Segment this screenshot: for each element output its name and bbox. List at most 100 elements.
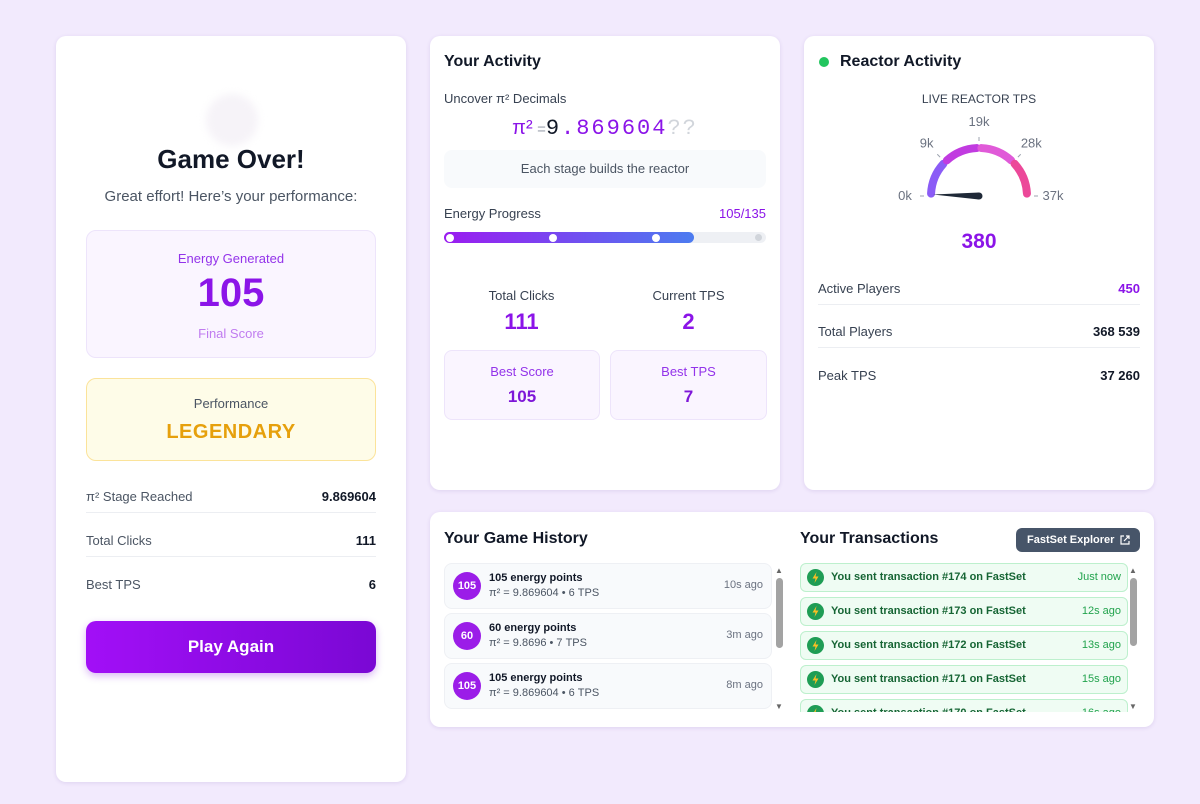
activity-card: Your Activity Uncover π² Decimals π² =9.…	[430, 36, 780, 490]
live-dot	[819, 57, 829, 67]
game-over-card: Game Over! Great effort! Here’s your per…	[56, 36, 406, 782]
gauge-tick-label: 28k	[1021, 136, 1042, 151]
transaction-item: You sent transaction #171 on FastSet 15s …	[800, 665, 1128, 694]
row-label: Active Players	[818, 281, 901, 296]
best-label: Best Score	[490, 364, 554, 379]
progress-value: 105/135	[719, 206, 766, 221]
bolt-path	[812, 640, 819, 651]
bolt	[812, 606, 819, 617]
energy-value: 105	[197, 271, 265, 315]
item-title: 105 energy points	[489, 572, 583, 584]
transaction-list: You sent transaction #174 on FastSet Just…	[800, 563, 1128, 712]
transaction-time: 12s ago	[1081, 605, 1121, 617]
transaction-text: You sent transaction #172 on FastSet	[831, 639, 1026, 651]
scroll-up: ▲	[1129, 566, 1137, 575]
scroll-thumb	[1130, 578, 1137, 646]
stat-value: 111	[355, 533, 376, 548]
performance-box: Performance LEGENDARY	[86, 378, 376, 461]
best-box: Best TPS 7	[610, 350, 767, 420]
bolt-path	[812, 674, 819, 685]
row-label: Peak TPS	[818, 368, 877, 383]
title: Game Over!	[157, 144, 305, 174]
stat-value: 2	[682, 309, 695, 334]
bolt	[814, 708, 817, 712]
stat-value: 9.869604	[321, 489, 376, 504]
gauge-needle	[933, 192, 980, 200]
play-again-button[interactable]: Play Again	[86, 621, 376, 673]
row-value: 368 539	[1093, 324, 1140, 339]
transaction-item: You sent transaction #172 on FastSet 13s …	[800, 631, 1128, 660]
best-box: Best Score 105	[444, 350, 600, 420]
row-label: Total Players	[818, 324, 893, 339]
gauge-tick	[936, 153, 941, 158]
card-title: Your Game History	[444, 530, 588, 547]
explorer-button[interactable]: FastSet Explorer	[1016, 528, 1140, 552]
gauge-tick	[1017, 153, 1022, 158]
card-title: Reactor Activity	[840, 53, 962, 70]
bolt-path	[812, 572, 819, 583]
score-badge: 105	[453, 672, 481, 700]
gauge-label: LIVE REACTOR TPS	[921, 92, 1037, 106]
gauge-arc	[927, 159, 948, 198]
stat-label: Current TPS	[652, 288, 725, 303]
energy-box: Energy Generated 105 Final Score	[86, 230, 376, 358]
external-icon	[1120, 535, 1130, 545]
stat-label: π² Stage Reached	[86, 489, 193, 504]
energy-label: Energy Generated	[177, 251, 285, 266]
history-card: Your Game History 105 105 energy points π²…	[430, 512, 1154, 727]
separator	[818, 347, 1140, 348]
pi-symbol: π²	[512, 117, 533, 139]
progress-track	[444, 232, 766, 243]
gauge-tick-label: 19k	[969, 114, 990, 129]
history-item: 105 105 energy points π² = 9.869604 • 6 TP…	[444, 563, 772, 609]
item-detail: π² = 9.8696 • 7 TPS	[489, 637, 587, 649]
reactor-card: Reactor Activity LIVE REACTOR TPS 0k 9k 19…	[804, 36, 1154, 490]
best-value: 7	[683, 387, 694, 406]
gauge-tick-label: 37k	[1043, 188, 1064, 203]
banner: Each stage builds the reactor	[444, 150, 766, 188]
status-icon	[807, 603, 824, 620]
gauge: 0k 9k 19k 28k 37k	[898, 114, 1064, 203]
history-item: 60 60 energy points π² = 9.8696 • 7 TPS 3m …	[444, 613, 772, 659]
history-list: 105 105 energy points π² = 9.869604 • 6 TP…	[444, 562, 772, 712]
transaction-time: Just now	[1077, 571, 1121, 583]
milestone	[549, 233, 557, 242]
row-value: 450	[1118, 281, 1140, 296]
item-detail: π² = 9.869604 • 6 TPS	[489, 687, 600, 699]
score-badge: 105	[453, 572, 481, 600]
blurred-icon	[206, 94, 258, 146]
gauge-arc	[977, 144, 1016, 165]
scrollbar[interactable]: ▲ ▼	[1129, 566, 1137, 712]
pi-unknown: ??	[667, 116, 698, 141]
transaction-time: 13s ago	[1081, 639, 1121, 651]
item-time: 8m ago	[726, 679, 763, 691]
bolt	[812, 674, 819, 685]
transaction-item: You sent transaction #173 on FastSet 12s …	[800, 597, 1128, 626]
transaction-item: You sent transaction #170 on FastSet 16s …	[800, 699, 1128, 712]
scrollbar[interactable]: ▲ ▼	[775, 566, 783, 712]
bolt	[812, 572, 819, 583]
scroll-down: ▼	[1129, 702, 1137, 711]
bolt	[812, 640, 819, 651]
button-label: FastSet Explorer	[1027, 534, 1115, 546]
progress-label: Energy Progress	[444, 206, 541, 221]
item-detail: π² = 9.869604 • 6 TPS	[489, 587, 600, 599]
gauge-arc	[1010, 159, 1031, 198]
score-badge: 60	[453, 622, 481, 650]
performance-value: LEGENDARY	[166, 421, 296, 443]
best-value: 105	[507, 387, 537, 406]
card-title: Your Activity	[444, 53, 541, 70]
card-title: Your Transactions	[800, 530, 939, 547]
pi-equals: =	[537, 121, 546, 138]
separator	[86, 556, 376, 557]
stat-label: Total Clicks	[86, 533, 152, 548]
history-item: 105 105 energy points π² = 9.869604 • 6 TP…	[444, 663, 772, 709]
gauge-value: 380	[961, 230, 997, 253]
pi-integer: 9	[545, 116, 562, 141]
status-icon	[807, 705, 824, 712]
gauge-tick-label: 9k	[920, 136, 934, 151]
separator	[86, 512, 376, 513]
best-label: Best TPS	[661, 364, 716, 379]
transaction-text: You sent transaction #173 on FastSet	[831, 605, 1026, 617]
